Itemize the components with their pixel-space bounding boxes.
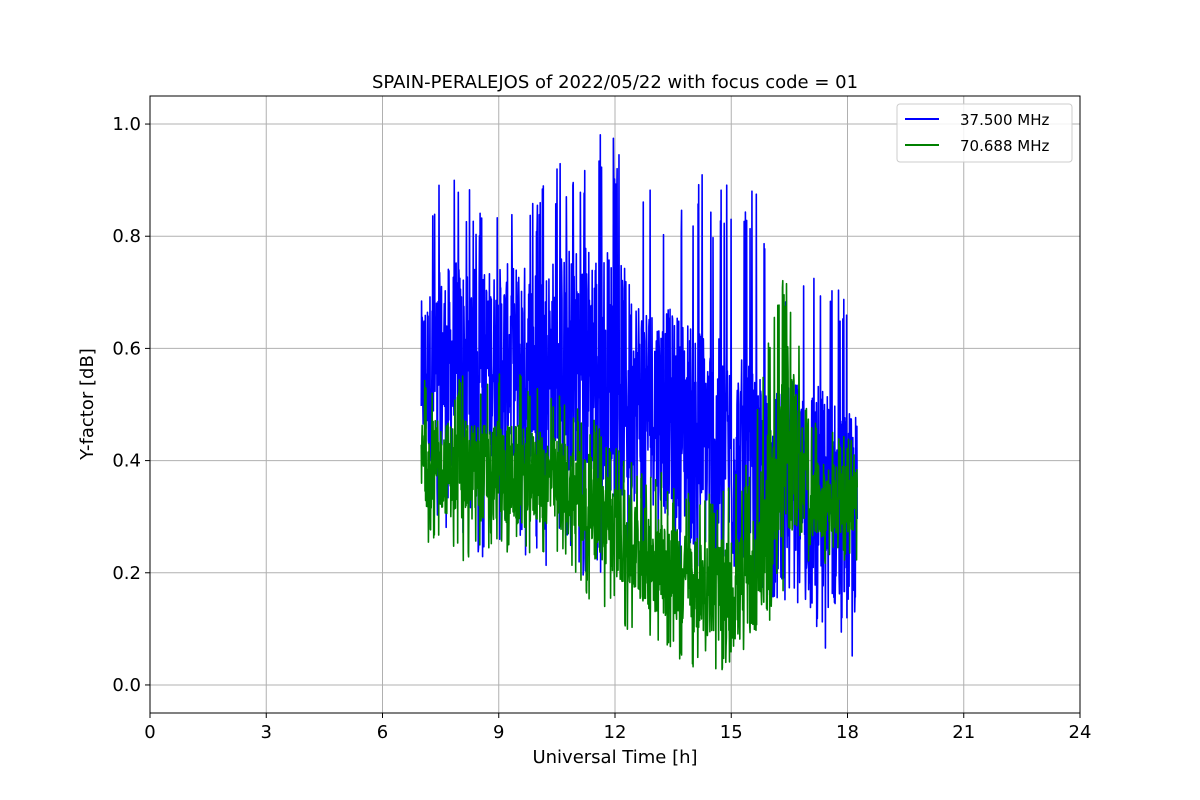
y-tick-label: 0.8 xyxy=(112,226,141,247)
y-tick-label: 1.0 xyxy=(112,114,141,135)
x-tick-label: 24 xyxy=(1069,722,1092,743)
plot-area xyxy=(420,134,858,671)
x-tick-label: 3 xyxy=(261,722,272,743)
legend-box xyxy=(896,103,1073,163)
x-tick-label: 0 xyxy=(144,722,155,743)
x-tick-label: 15 xyxy=(720,722,743,743)
x-tick-label: 12 xyxy=(604,722,627,743)
x-tick-label: 18 xyxy=(836,722,859,743)
x-tick-label: 9 xyxy=(493,722,504,743)
y-axis-label: Y-factor [dB] xyxy=(77,348,98,461)
legend-label-37mhz: 37.500 MHz xyxy=(960,111,1049,129)
y-tick-label: 0.4 xyxy=(112,451,141,472)
chart-title: SPAIN-PERALEJOS of 2022/05/22 with focus… xyxy=(372,72,858,93)
x-axis: 0 3 6 9 12 15 18 21 24 xyxy=(144,713,1091,743)
y-axis: 0.0 0.2 0.4 0.6 0.8 1.0 xyxy=(112,114,150,696)
x-tick-label: 6 xyxy=(377,722,388,743)
y-tick-label: 0.6 xyxy=(112,338,141,359)
legend-label-70mhz: 70.688 MHz xyxy=(960,137,1049,155)
series-line-1 xyxy=(420,279,858,671)
x-axis-label: Universal Time [h] xyxy=(532,747,697,768)
legend: 37.500 MHz 70.688 MHz xyxy=(896,103,1073,163)
y-tick-label: 0.2 xyxy=(112,563,141,584)
series-group xyxy=(420,134,858,671)
x-tick-label: 21 xyxy=(952,722,975,743)
y-tick-label: 0.0 xyxy=(112,675,141,696)
